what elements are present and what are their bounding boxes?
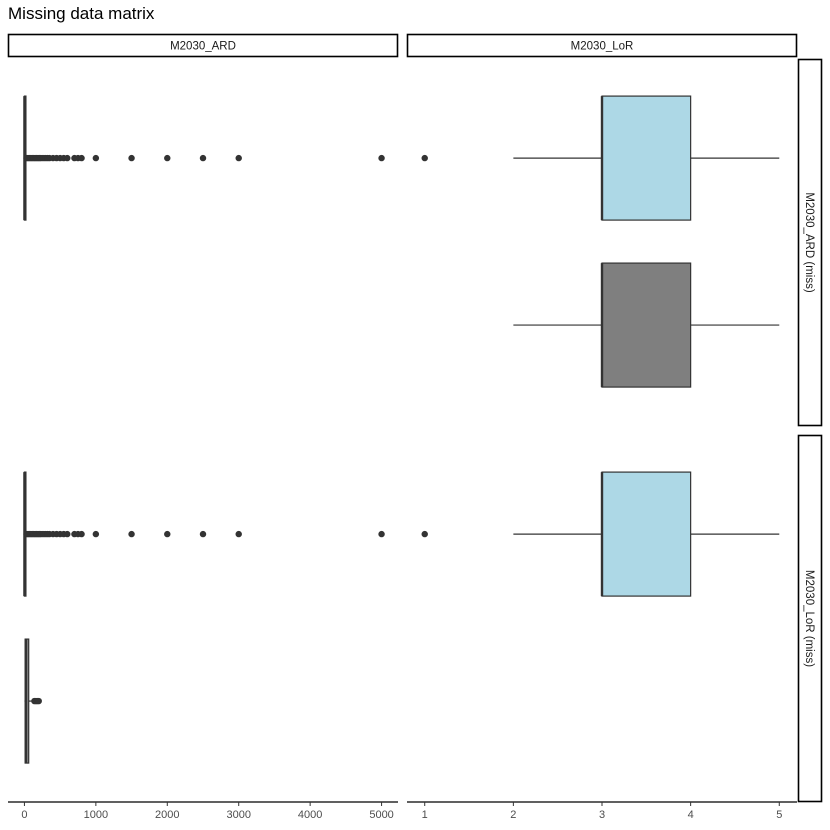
outlier-point xyxy=(235,530,242,538)
x-tick-label: 2000 xyxy=(155,809,179,821)
x-tick-label: 2 xyxy=(510,809,516,821)
outlier-point xyxy=(128,154,135,162)
row-strip xyxy=(797,58,823,427)
outlier-point xyxy=(128,530,135,538)
column-strip xyxy=(7,33,399,58)
outlier-point xyxy=(378,530,385,538)
box-iqr xyxy=(601,262,692,388)
x-tick-label: 3000 xyxy=(226,809,250,821)
outlier-point xyxy=(35,697,42,705)
outlier-point xyxy=(78,530,85,538)
x-tick-label: 1 xyxy=(422,809,428,821)
x-tick-label: 3 xyxy=(599,809,605,821)
outlier-point xyxy=(199,154,207,162)
box-iqr xyxy=(601,95,692,221)
row-strip-label: M2030_ARD (miss) xyxy=(803,192,815,292)
outlier-point xyxy=(199,530,207,538)
outlier-point xyxy=(78,154,85,162)
outlier-point xyxy=(235,154,242,162)
column-strip-label: M2030_LoR xyxy=(571,41,634,53)
outlier-point xyxy=(378,154,385,162)
x-tick-label: 5 xyxy=(776,809,782,821)
x-tick-label: 0 xyxy=(21,809,27,821)
outlier-point xyxy=(92,154,100,162)
column-strip xyxy=(406,33,798,58)
outlier-point xyxy=(164,154,171,162)
column-strip-label: M2030_ARD xyxy=(170,41,236,53)
outlier-point xyxy=(92,530,100,538)
outlier-point xyxy=(64,530,71,538)
x-tick-label: 4000 xyxy=(298,809,322,821)
box-iqr xyxy=(601,471,692,597)
outlier-point xyxy=(64,154,71,162)
outlier-point xyxy=(421,154,428,162)
x-tick-label: 1000 xyxy=(84,809,108,821)
row-strip xyxy=(797,434,823,803)
outlier-point xyxy=(421,530,428,538)
x-tick-label: 4 xyxy=(688,809,694,821)
chart-title: Missing data matrix xyxy=(8,4,155,23)
outlier-point xyxy=(164,530,171,538)
row-strip-label: M2030_LoR (miss) xyxy=(803,570,815,667)
x-tick-label: 5000 xyxy=(369,809,393,821)
